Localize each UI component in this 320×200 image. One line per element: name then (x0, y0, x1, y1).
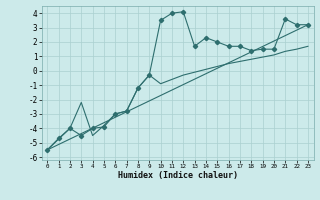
X-axis label: Humidex (Indice chaleur): Humidex (Indice chaleur) (118, 171, 237, 180)
